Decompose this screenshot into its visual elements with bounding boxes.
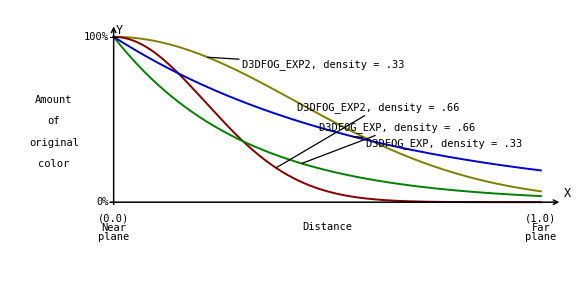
Text: X: X xyxy=(564,187,572,200)
Text: plane: plane xyxy=(525,232,557,242)
Text: 0%: 0% xyxy=(96,197,109,207)
Text: color: color xyxy=(38,159,69,169)
Text: Near: Near xyxy=(101,223,126,233)
Text: 100%: 100% xyxy=(84,32,109,42)
Text: Amount: Amount xyxy=(35,95,72,105)
Text: (0.0): (0.0) xyxy=(98,214,129,224)
Text: Y: Y xyxy=(116,24,123,37)
Text: D3DFOG_EXP2, density = .66: D3DFOG_EXP2, density = .66 xyxy=(276,102,460,168)
Text: D3DFOG_EXP, density = .33: D3DFOG_EXP, density = .33 xyxy=(353,137,522,149)
Text: Distance: Distance xyxy=(303,222,352,232)
Text: original: original xyxy=(29,138,79,148)
Text: D3DFOG_EXP, density = .66: D3DFOG_EXP, density = .66 xyxy=(301,122,475,164)
Text: of: of xyxy=(48,116,60,126)
Text: D3DFOG_EXP2, density = .33: D3DFOG_EXP2, density = .33 xyxy=(208,57,404,70)
Text: (1.0): (1.0) xyxy=(525,214,557,224)
Text: Far: Far xyxy=(531,223,550,233)
Text: plane: plane xyxy=(98,232,129,242)
